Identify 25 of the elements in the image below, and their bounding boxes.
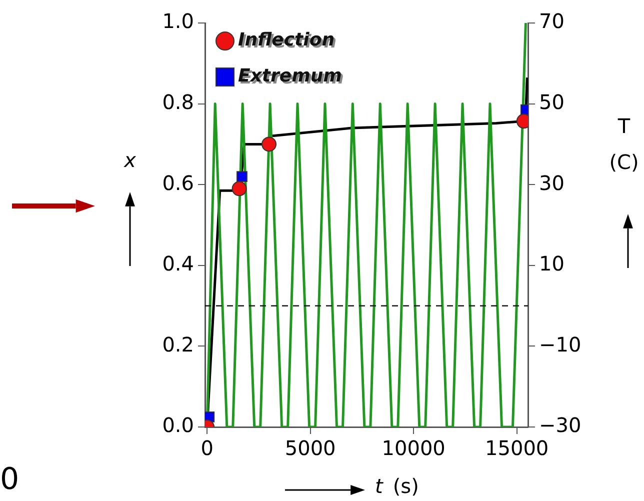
y2-tick-label: −30 [539,413,582,438]
x-tick-label: 0 [200,436,214,460]
point [232,181,247,196]
y2-tick-label: −10 [539,332,582,356]
text: 0 [0,462,20,497]
y2-tick-label: 30 [539,170,564,195]
point [262,136,277,152]
y2-tick-label: 10 [539,252,564,276]
point [236,171,248,182]
x-tick-label: 10000 [382,436,446,460]
y-tick-label: 0.8 [162,90,194,114]
y-axis-title: x [122,148,137,172]
y-tick-label: 0.6 [162,170,194,195]
y2-tick-label: 50 [539,90,564,114]
y-tick-label: 0.0 [162,413,194,438]
y-tick-label: 1.0 [162,9,194,34]
y2-tick-label: 70 [539,9,564,34]
legend-label: Extremum [240,68,344,89]
x-tick-label: 15000 [485,436,549,460]
y-tick-label: 0.2 [162,332,194,356]
y2-axis-title: T (C) [608,113,640,176]
x-axis-title: t (s) [375,474,419,498]
legend-label: Inflection [240,32,337,53]
x-tick-label: 5000 [284,436,336,460]
y-tick-label: 0.4 [162,252,194,276]
